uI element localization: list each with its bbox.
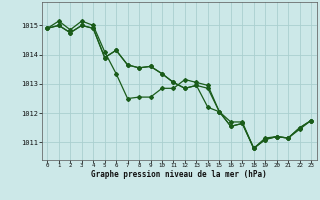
- X-axis label: Graphe pression niveau de la mer (hPa): Graphe pression niveau de la mer (hPa): [91, 170, 267, 179]
